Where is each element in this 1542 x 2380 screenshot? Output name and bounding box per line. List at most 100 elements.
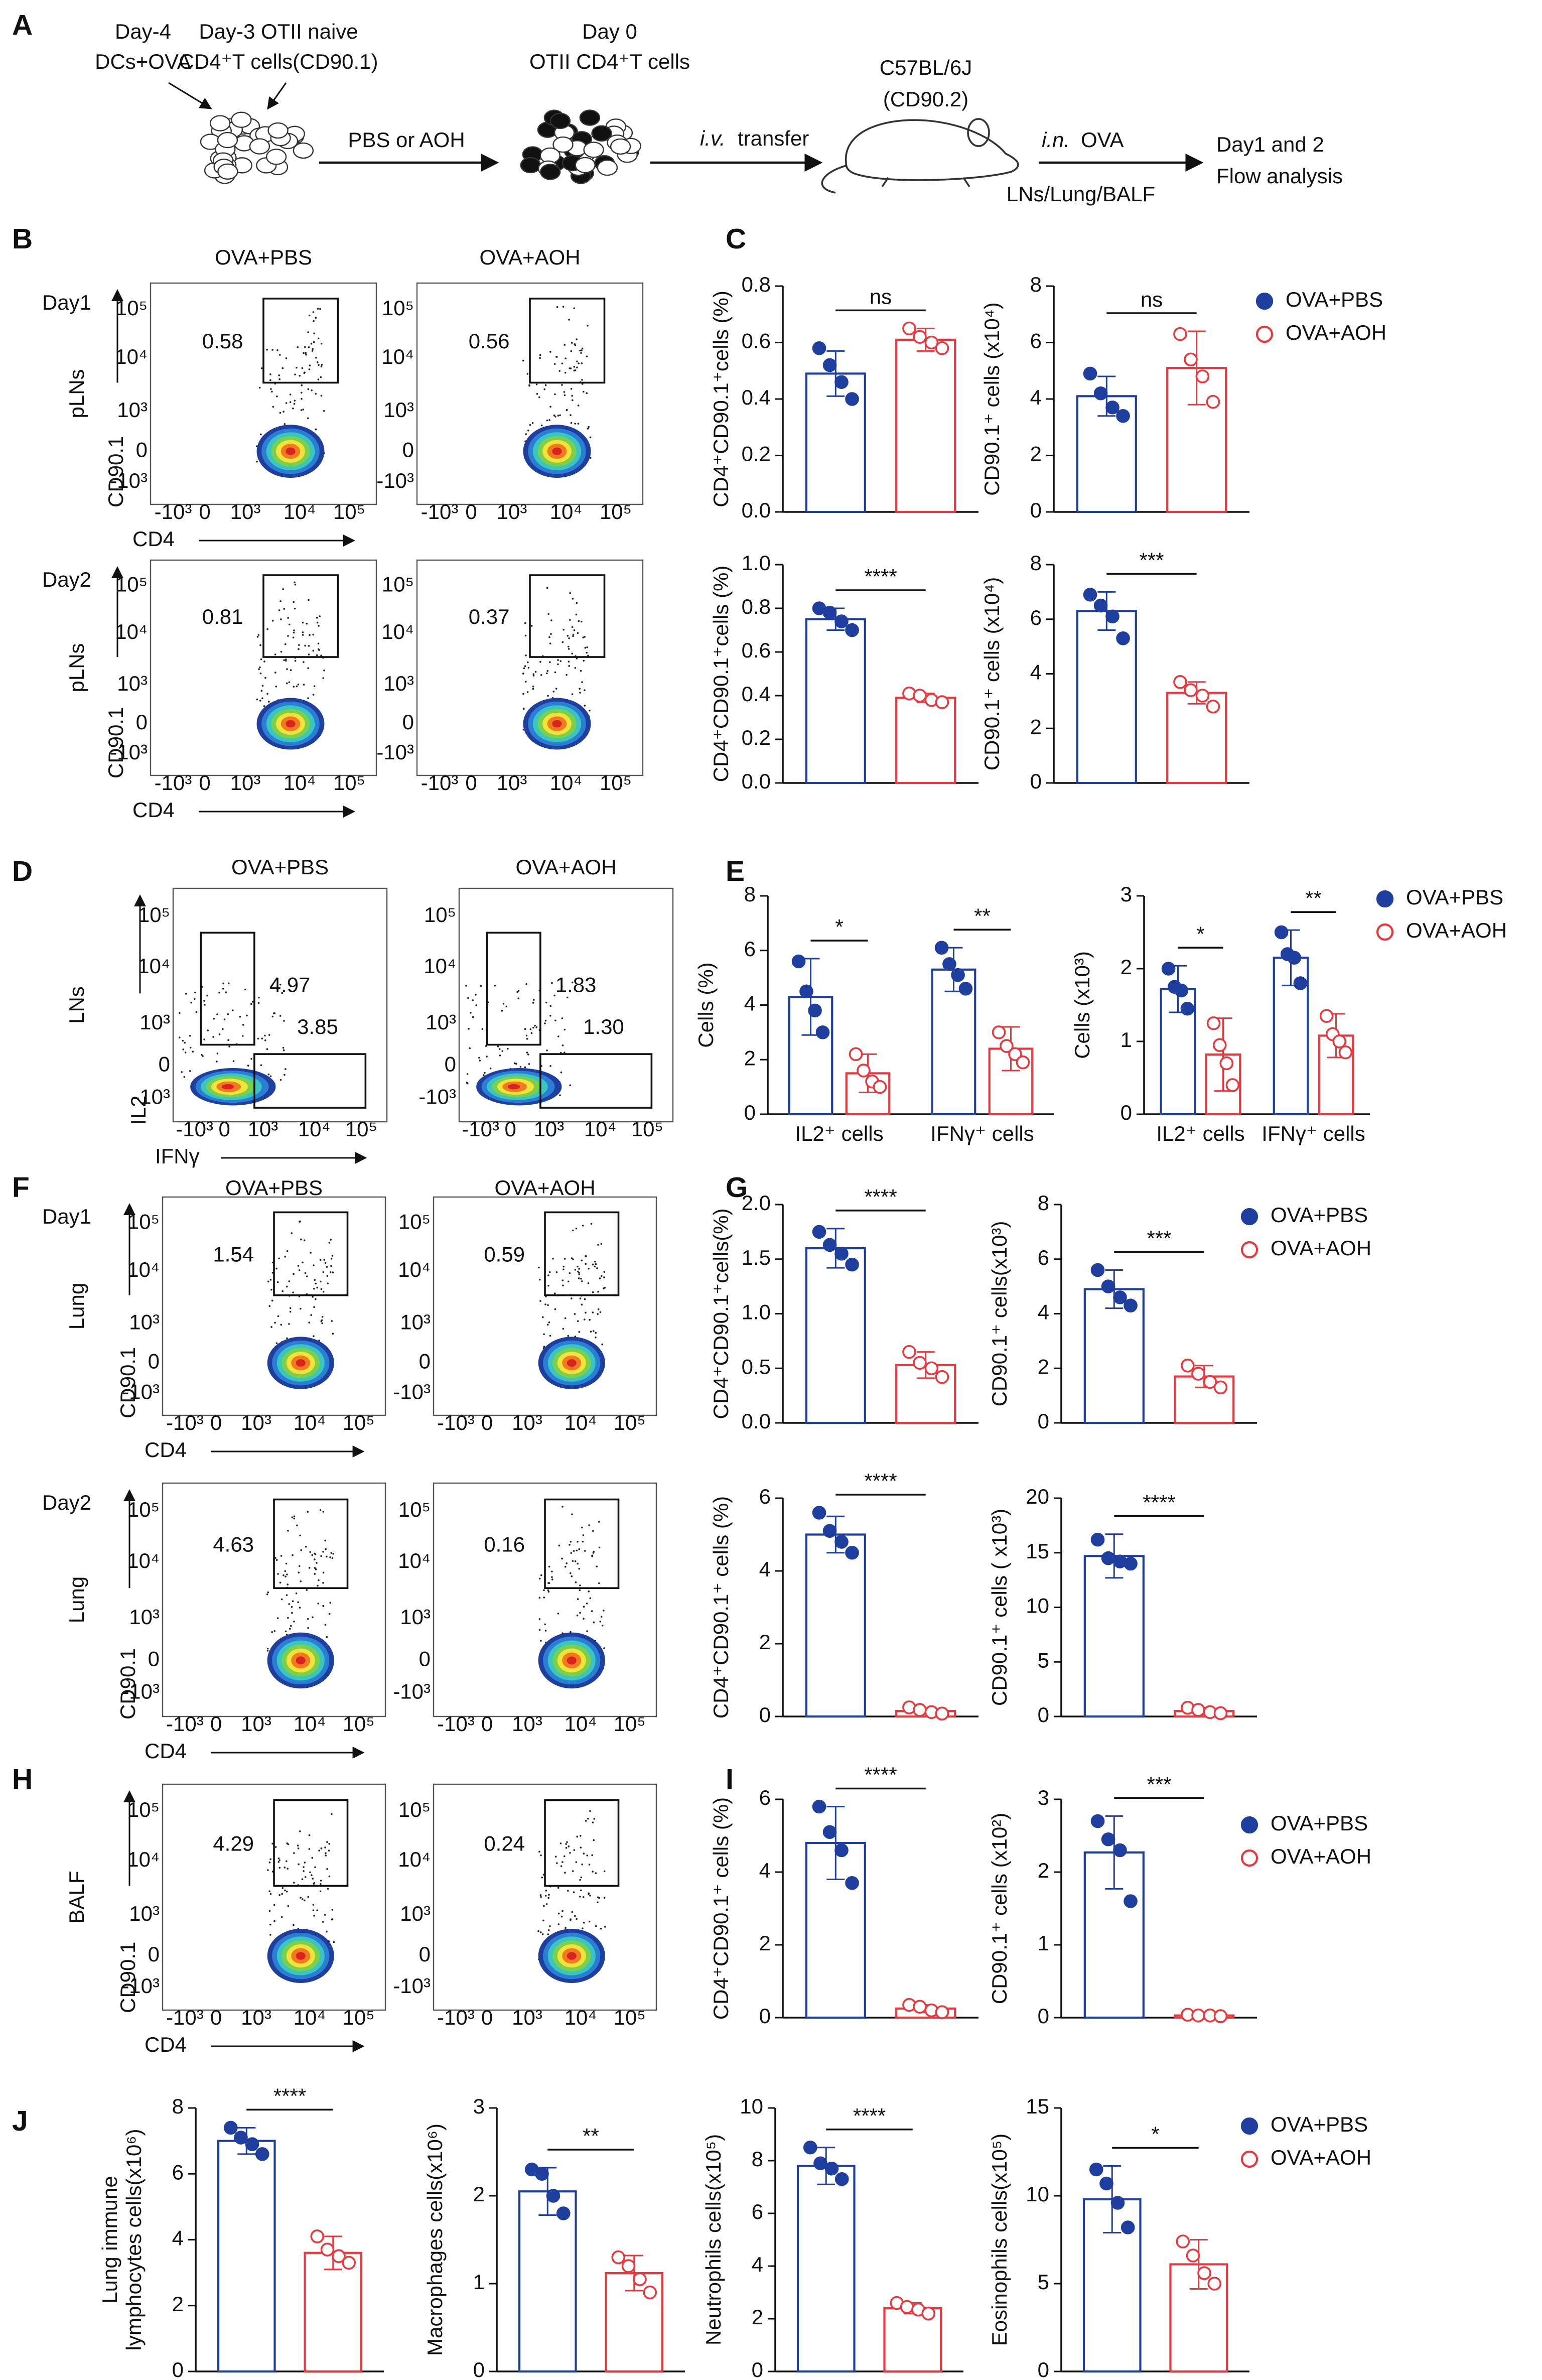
event: [582, 1540, 584, 1543]
event: [547, 1284, 549, 1287]
event: [283, 659, 285, 662]
event: [322, 1921, 324, 1923]
arrow: [267, 82, 287, 110]
event: [300, 409, 303, 411]
event: [291, 1606, 293, 1608]
event: [546, 1049, 548, 1051]
event: [581, 620, 583, 623]
event: [515, 1063, 517, 1065]
y-axis-label: CD4⁺CD90.1⁺ cells (%): [709, 1797, 733, 2020]
event: [326, 1266, 328, 1268]
data-point: [942, 957, 956, 971]
flow-tick: 10⁴: [115, 620, 148, 643]
event: [308, 645, 310, 647]
y-tick-label: 0.2: [742, 442, 771, 466]
event: [273, 1904, 275, 1906]
event: [550, 633, 552, 635]
flow-tick: -10³: [437, 1411, 475, 1434]
event: [284, 1570, 287, 1572]
y-tick-label: 8: [1038, 1191, 1049, 1215]
event: [269, 373, 271, 375]
event: [478, 1056, 480, 1059]
event: [569, 1852, 571, 1854]
data-point: [902, 321, 916, 336]
event: [536, 392, 538, 395]
event: [539, 357, 541, 359]
event: [591, 1554, 593, 1557]
density: [286, 447, 296, 455]
event: [579, 1584, 581, 1586]
event: [563, 1855, 566, 1858]
event: [596, 1565, 598, 1567]
event: [554, 1856, 557, 1858]
event: [578, 1548, 581, 1550]
event: [302, 409, 305, 411]
event: [557, 659, 559, 661]
data-point: [812, 1225, 826, 1239]
event: [576, 657, 578, 659]
event: [587, 325, 589, 327]
event: [302, 634, 304, 636]
event: [538, 1278, 541, 1281]
event: [283, 411, 285, 413]
data-point: [845, 1545, 859, 1560]
event: [570, 350, 573, 352]
event: [548, 1321, 550, 1324]
event: [563, 1268, 565, 1271]
event: [584, 1298, 586, 1300]
event: [267, 1280, 269, 1283]
event: [293, 686, 295, 688]
flow-tick: 10⁵: [343, 1712, 375, 1736]
event: [559, 660, 562, 663]
data-point: [643, 2285, 657, 2300]
event: [271, 1015, 274, 1018]
flow-tick: 10³: [400, 1310, 431, 1334]
event: [501, 1010, 503, 1012]
y-tick-label: 0.8: [742, 595, 771, 618]
event: [467, 997, 469, 999]
panel-label: J: [12, 2105, 28, 2137]
event: [560, 985, 563, 988]
event: [537, 1930, 539, 1932]
event: [182, 1048, 185, 1050]
event: [289, 1307, 292, 1309]
event: [575, 1581, 577, 1583]
significance: **: [1305, 886, 1322, 910]
y-tick-label: 0: [1038, 1409, 1049, 1433]
event: [315, 1568, 317, 1570]
event: [283, 608, 286, 610]
event: [190, 1001, 192, 1004]
event: [557, 415, 559, 417]
y-axis-label: CD90.1⁺ cells(x10³): [988, 1221, 1011, 1407]
flow-tick: 10⁴: [137, 954, 170, 978]
data-point: [1181, 1359, 1195, 1373]
flow-plot: -10³ -10³ 0 0 10³ 10³ 10⁴ 10⁴ 10⁵ 10⁵ 0.81: [110, 559, 377, 795]
event: [575, 1861, 578, 1863]
y-axis-label: CD90.1: [116, 1347, 139, 1418]
event: [573, 1550, 575, 1552]
y-axis-label: CD4⁺CD90.1⁺cells (%): [709, 291, 733, 507]
event: [328, 1242, 331, 1244]
bar-chart: 0 2 4 6 8 CD90.1⁺ cells(x10³) ***: [988, 1191, 1257, 1433]
event: [310, 1252, 312, 1254]
bar-chart: 0 2 4 6 8 Cells (%) * IL2⁺ cells ** IFNγ⁺ cells: [694, 882, 1054, 1145]
data-point: [935, 1706, 949, 1721]
event: [313, 332, 315, 335]
event: [577, 423, 580, 425]
event: [282, 1290, 284, 1292]
event: [293, 1515, 296, 1518]
event: [547, 613, 549, 615]
event: [527, 661, 529, 664]
event: [268, 1034, 270, 1036]
event: [538, 1266, 540, 1269]
event: [543, 388, 546, 390]
y-tick-label: 0.4: [742, 682, 771, 706]
y-axis-label: Macrophages cells(x10⁶): [423, 2124, 447, 2356]
y-tick-label: 2: [172, 2292, 184, 2316]
data-point: [342, 2256, 356, 2270]
event: [530, 625, 533, 627]
day-label: Day2: [42, 1491, 91, 1514]
event: [319, 1259, 322, 1261]
event: [328, 1875, 331, 1878]
